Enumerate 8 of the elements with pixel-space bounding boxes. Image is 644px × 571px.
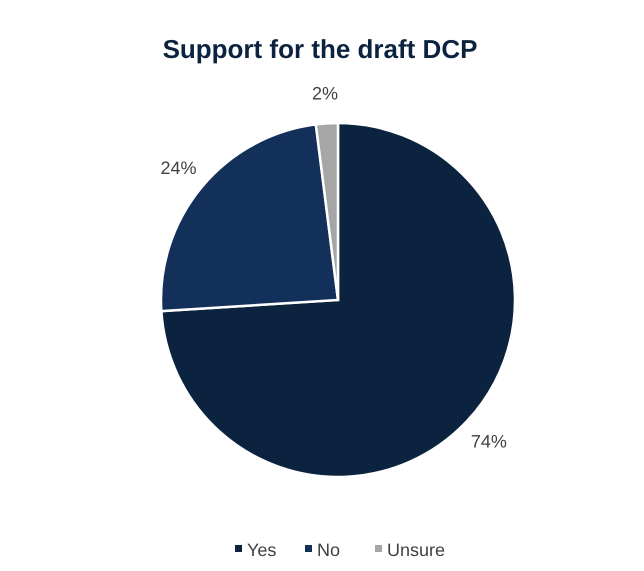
legend-label: Unsure <box>387 540 446 560</box>
data-label: 2% <box>312 83 338 104</box>
legend-label: Yes <box>247 540 276 560</box>
data-label: 74% <box>470 432 507 452</box>
data-label: 24% <box>160 158 197 178</box>
legend-label: No <box>317 540 340 560</box>
pie-slice <box>160 122 516 478</box>
chart-title: Support for the draft DCP <box>162 34 478 64</box>
